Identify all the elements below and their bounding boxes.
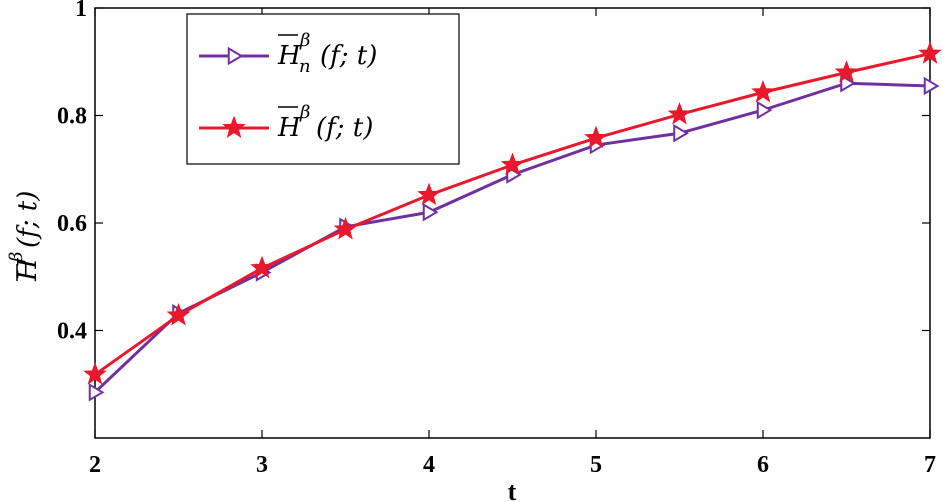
legend-label-args: (f; t) [320,41,377,71]
y-axis: 0.4 0.6 0.8 1 [57,0,930,345]
data-point [166,303,191,326]
series-2 [83,41,942,385]
series-layer [83,41,942,402]
legend-label-base: H [277,41,302,71]
legend-marker [227,46,244,66]
legend: Hβn (f; t)Hβ(f; t) [186,13,460,165]
x-tick-label: 3 [256,452,268,478]
y-axis-title-args: (f; t) [13,191,43,248]
y-axis-title-sup: β [6,252,27,263]
legend-label-sup: β [299,102,310,123]
legend-entry: Hβ (f; t) [199,102,373,143]
data-point [751,79,775,103]
data-point [918,41,942,64]
y-axis-title-text: H [13,257,43,282]
data-point [417,182,441,206]
x-tick-label: 4 [423,452,435,478]
y-tick-label: 0.8 [57,104,87,130]
y-tick-label: 1 [75,0,87,22]
data-point [500,152,525,176]
data-point [840,74,856,93]
data-point [923,76,940,96]
x-tick-label: 6 [757,452,769,478]
data-point [250,255,274,279]
legend-marker [222,115,246,139]
legend-label-args: (f; t) [316,113,373,143]
legend-label-sub: n [299,56,311,77]
data-point [834,60,859,83]
data-point [673,123,689,143]
legend-label-base: H [277,113,302,143]
data-point [83,362,107,385]
x-axis: 2 3 4 5 6 7 [89,8,936,478]
y-axis-title: H β (f; t) [6,191,43,282]
y-tick-label: 0.6 [57,211,87,237]
data-point [667,101,692,125]
x-tick-label: 5 [590,452,602,478]
data-point [756,100,773,120]
legend-label-sup: β [299,30,310,51]
data-point [422,203,439,222]
legend-box [186,13,460,165]
x-tick-label: 2 [89,452,101,478]
x-axis-title: t [508,477,517,502]
y-tick-label: 0.4 [57,319,87,345]
x-tick-label: 7 [924,452,936,478]
legend-entry: Hβn (f; t) [199,30,377,77]
data-point [584,125,608,149]
data-point [333,217,358,240]
data-point [88,383,105,402]
